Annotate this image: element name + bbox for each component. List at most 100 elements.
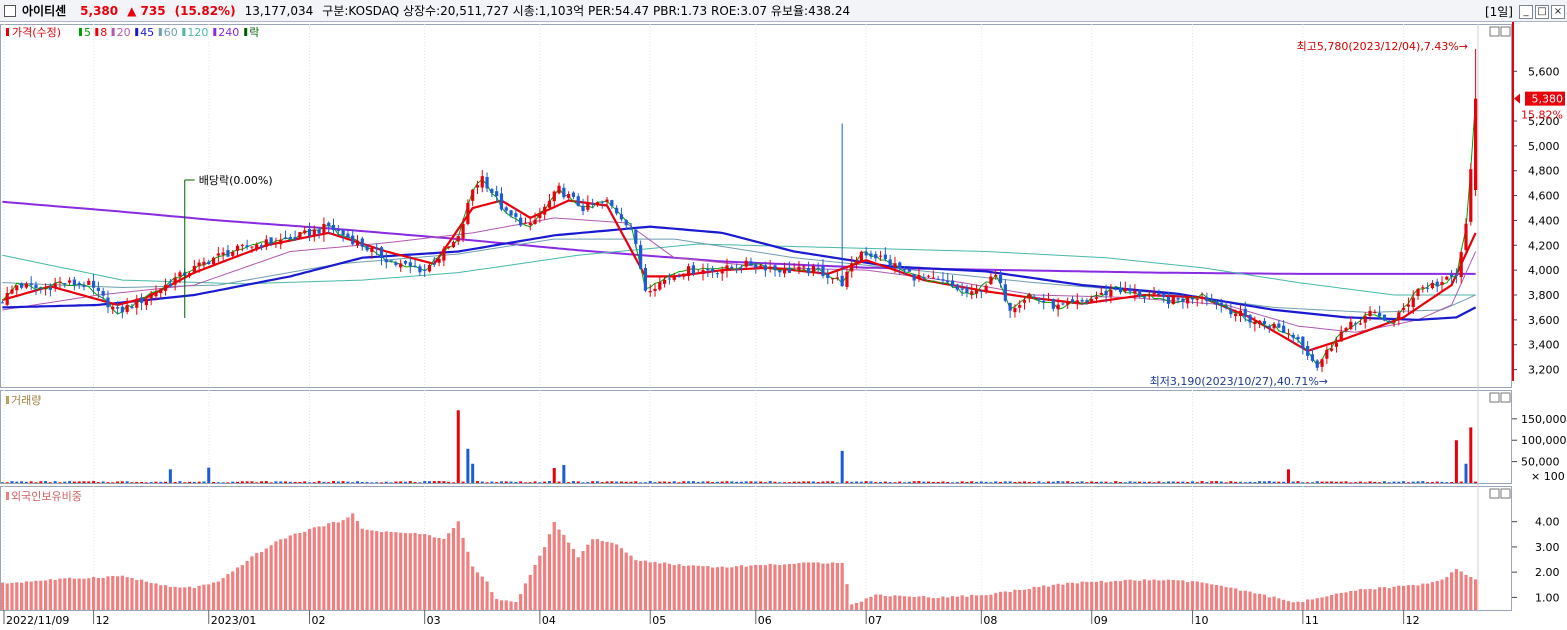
volume-bar (1440, 481, 1444, 483)
volume-bar (1272, 481, 1276, 483)
candle-body (101, 291, 105, 296)
foreign-ratio-bar (1286, 601, 1291, 610)
minimize-button[interactable]: _ (1519, 4, 1533, 19)
volume-bar (946, 482, 950, 483)
candle-body (1339, 331, 1343, 342)
legend-item-2: 8 (100, 26, 107, 39)
maximize-button[interactable]: □ (1535, 4, 1549, 19)
candle-body (1469, 169, 1473, 222)
volume-bar (1080, 481, 1084, 483)
candle-body (466, 202, 470, 224)
select-checkbox[interactable] (4, 4, 16, 17)
foreign-ratio-bar (365, 529, 369, 610)
candle-body (591, 203, 595, 205)
month-tick-label: 03 (427, 614, 441, 627)
candle-body (941, 279, 945, 281)
candle-body (1128, 289, 1132, 292)
foreign-ratio-bar (509, 601, 513, 610)
candle-body (471, 189, 475, 201)
volume-bar (951, 482, 955, 484)
foreign-ratio-bar (1224, 587, 1228, 610)
volume-bar (480, 481, 484, 483)
volume-bar (471, 463, 475, 483)
volume-bar (984, 481, 988, 483)
volume-bar (643, 482, 647, 484)
volume-bar (533, 481, 537, 483)
foreign-ratio-bar (792, 563, 796, 610)
candle-body (696, 272, 700, 274)
legend-marker (6, 28, 9, 36)
candle-body (202, 261, 206, 265)
volume-tick-label: 50,000 (1521, 456, 1560, 469)
volume-bar (1109, 482, 1113, 484)
foreign-ratio-bar (418, 534, 422, 610)
foreign-ratio-bar (850, 604, 854, 610)
foreign-ratio-bar (1181, 580, 1185, 610)
candle-body (869, 253, 873, 257)
volume-bar (1147, 481, 1151, 483)
volume-bar (883, 481, 887, 483)
volume-bar (543, 481, 547, 483)
volume-bar (1003, 481, 1007, 483)
volume-bar (787, 482, 791, 483)
foreign-ratio-bar (1382, 587, 1387, 610)
foreign-ratio-bar (1354, 590, 1358, 610)
current-price-tag-label: 5,380 (1532, 93, 1564, 106)
volume-bar (778, 482, 782, 484)
volume-bar (1325, 481, 1329, 483)
foreign-ratio-bar (1411, 584, 1415, 610)
foreign-ratio-bar (864, 598, 868, 610)
foreign-ratio-bar (1229, 587, 1233, 610)
volume-bar (917, 481, 921, 483)
candle-body (1387, 320, 1391, 323)
candle-body (864, 252, 868, 256)
candle-body (1003, 284, 1007, 301)
foreign-ratio-bar (447, 533, 451, 610)
volume-bar (845, 481, 849, 483)
stock-name[interactable]: 아이티센 (22, 4, 67, 18)
volume-bar (1219, 481, 1223, 483)
current-price: 5,380 (80, 3, 119, 18)
volume-bar (907, 481, 911, 483)
candle-body (754, 264, 758, 268)
candle-body (461, 223, 465, 239)
stock-chart[interactable]: 3,200 3,400 3,600 3,800 4,000 4,200 4,400 4,600… (0, 22, 1567, 630)
volume-bar (1397, 481, 1401, 483)
candle-body (854, 260, 859, 263)
close-button[interactable]: × (1551, 4, 1565, 19)
volume-bar (447, 481, 451, 483)
foreign-ratio-bar (701, 566, 705, 610)
candle-body (106, 297, 110, 308)
candle-body (1373, 311, 1377, 313)
candle-body (639, 245, 643, 269)
candle-body (519, 217, 523, 226)
period-selector[interactable]: [1일] (1484, 5, 1513, 19)
volume-bar (600, 482, 604, 483)
volume-bar (106, 482, 110, 483)
candle-body (509, 210, 513, 216)
foreign-ratio-bar (854, 602, 859, 610)
foreign-ratio-bar (802, 562, 806, 610)
foreign-ratio-bar (653, 561, 657, 610)
volume-bar (245, 481, 249, 483)
foreign-ratio-bar (1378, 587, 1382, 610)
volume-bar (975, 481, 979, 483)
legend-item-7: 240 (218, 26, 239, 39)
foreign-ratio-bar (0, 582, 4, 610)
foreign-ratio-bar (1080, 581, 1084, 610)
trade-volume: 13,177,034 (244, 3, 314, 18)
month-tick-label: 08 (983, 614, 997, 627)
candle-body (427, 264, 432, 272)
foreign-ratio-bar (178, 587, 182, 610)
volume-bar (634, 481, 638, 483)
candle-body (1248, 315, 1252, 323)
foreign-ratio-bar (1339, 592, 1343, 610)
foreign-ratio-bar (806, 562, 811, 610)
current-price-tag (1525, 91, 1565, 106)
candle-body (763, 265, 767, 271)
candle-body (1224, 306, 1228, 309)
candle-body (682, 273, 686, 277)
volume-bar (514, 482, 518, 483)
candle-body (835, 277, 839, 279)
ma8-line (2, 199, 1477, 353)
